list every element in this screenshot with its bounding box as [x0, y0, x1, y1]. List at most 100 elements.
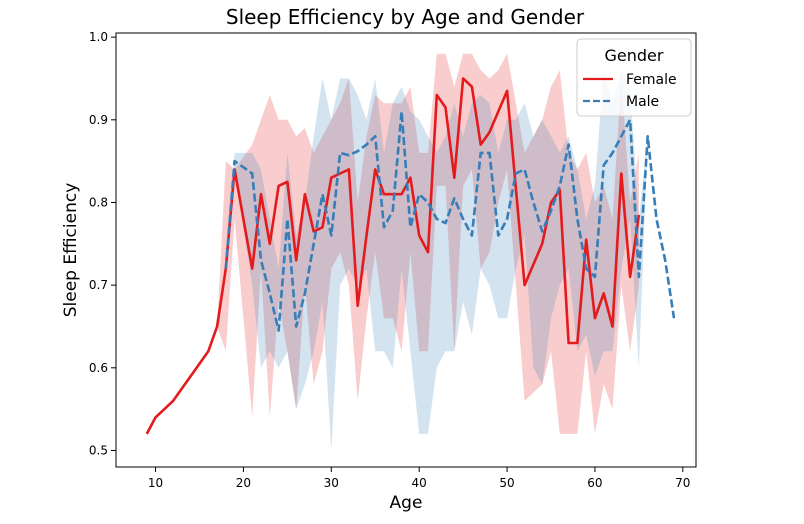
y-tick-label: 0.5 [89, 443, 108, 457]
legend-label-male: Male [626, 94, 659, 110]
data-point-male [224, 267, 227, 270]
data-point-female [216, 325, 219, 328]
data-point-female [172, 400, 175, 403]
data-point-female [304, 193, 307, 196]
legend-box [576, 38, 692, 117]
data-point-male [383, 226, 386, 229]
data-point-male [356, 150, 359, 153]
data-point-male [444, 222, 447, 225]
data-point-male [594, 276, 597, 279]
data-point-male [523, 168, 526, 171]
y-axis-label: Sleep Efficiency [61, 183, 81, 318]
data-point-female [638, 214, 641, 217]
x-axis: 10 20 30 40 50 60 70 [148, 467, 690, 490]
x-tick-label: 50 [499, 476, 514, 490]
series-lines [145, 77, 676, 435]
data-point-female [260, 193, 263, 196]
data-point-male [418, 193, 421, 196]
data-point-male [374, 135, 377, 138]
data-point-female [312, 230, 315, 233]
data-point-female [541, 242, 544, 245]
data-point-male [638, 276, 641, 279]
data-point-male [260, 259, 263, 262]
data-point-female [567, 342, 570, 345]
data-point-female [348, 168, 351, 171]
data-point-male [629, 118, 632, 121]
data-point-female [479, 143, 482, 146]
data-point-female [435, 94, 438, 97]
x-axis-label: Age [390, 493, 423, 513]
data-point-female [462, 77, 465, 80]
data-point-female [356, 304, 359, 307]
data-point-female [145, 433, 148, 436]
data-point-female [154, 416, 157, 419]
data-point-male [339, 152, 342, 155]
data-point-male [277, 329, 280, 332]
x-tick-label: 10 [148, 476, 163, 490]
data-point-female [277, 185, 280, 188]
data-point-male [655, 218, 658, 221]
data-point-male [497, 234, 500, 237]
data-point-female [409, 176, 412, 179]
data-point-male [567, 143, 570, 146]
data-point-female [576, 342, 579, 345]
legend-title: Gender [605, 46, 664, 65]
data-point-female [207, 350, 210, 353]
plot-frame [115, 32, 697, 468]
y-tick-label: 1.0 [89, 30, 108, 44]
data-point-female [268, 242, 271, 245]
data-point-female [427, 251, 430, 254]
data-point-female [453, 176, 456, 179]
series-line-female [145, 77, 641, 435]
data-point-female [295, 259, 298, 262]
data-point-male [479, 152, 482, 155]
data-point-female [471, 85, 474, 88]
data-point-female [620, 172, 623, 175]
series-line-male [224, 110, 676, 332]
data-point-female [602, 292, 605, 295]
x-tick-label: 70 [675, 476, 690, 490]
confidence-band-male [225, 70, 675, 451]
data-point-female [550, 201, 553, 204]
y-axis: 0.5 0.6 0.7 0.8 0.9 1.0 [89, 30, 116, 457]
data-point-male [558, 185, 561, 188]
y-tick-label: 0.7 [89, 278, 108, 292]
data-point-male [532, 201, 535, 204]
data-point-female [611, 325, 614, 328]
plot-area [115, 32, 697, 468]
data-point-male [268, 292, 271, 295]
data-point-male [576, 218, 579, 221]
data-point-male [251, 172, 254, 175]
legend-label-female: Female [626, 72, 677, 88]
data-point-female [418, 234, 421, 237]
data-point-female [339, 172, 342, 175]
data-point-male [673, 317, 676, 320]
x-tick-label: 40 [412, 476, 427, 490]
data-point-male [348, 154, 351, 157]
data-point-male [541, 230, 544, 233]
data-point-female [629, 276, 632, 279]
data-point-male [620, 135, 623, 138]
data-point-female [233, 168, 236, 171]
data-point-female [321, 226, 324, 229]
data-point-male [585, 267, 588, 270]
data-point-female [365, 234, 368, 237]
data-point-male [488, 152, 491, 155]
data-point-male [312, 242, 315, 245]
data-point-male [295, 325, 298, 328]
data-point-female [189, 375, 192, 378]
data-point-male [330, 234, 333, 237]
data-point-male [304, 292, 307, 295]
data-point-male [506, 218, 509, 221]
data-point-male [453, 197, 456, 200]
data-point-male [462, 218, 465, 221]
data-point-female [488, 131, 491, 134]
data-point-male [550, 209, 553, 212]
y-tick-label: 0.9 [89, 113, 108, 127]
data-point-male [365, 143, 368, 146]
x-tick-label: 60 [587, 476, 602, 490]
data-point-male [409, 226, 412, 229]
data-point-female [523, 284, 526, 287]
data-point-male [514, 172, 517, 175]
y-tick-label: 0.6 [89, 361, 108, 375]
